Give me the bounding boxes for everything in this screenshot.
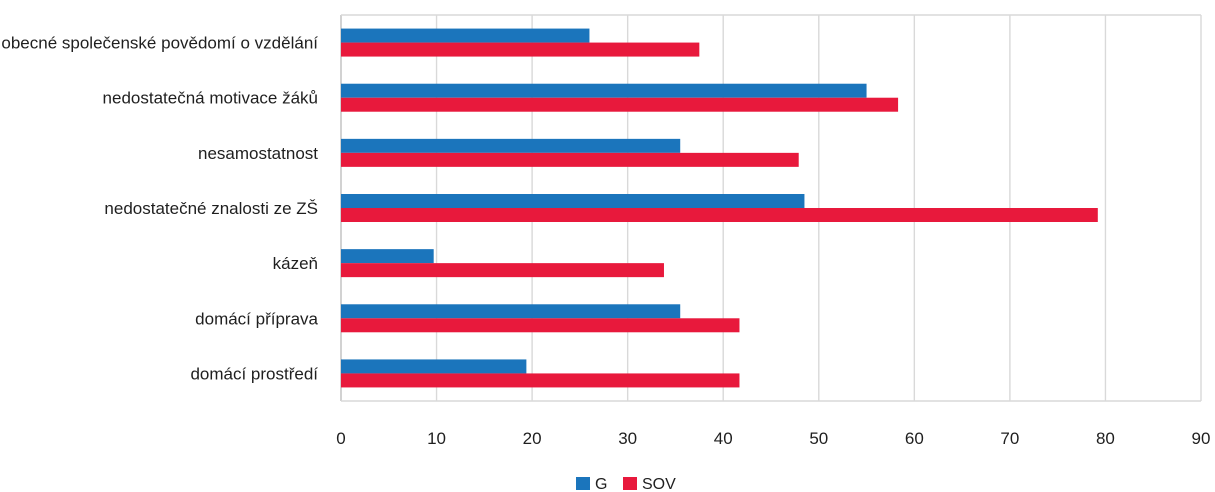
category-label: domácí prostředí	[190, 364, 318, 383]
category-label: obecné společenské povědomí o vzdělání	[1, 34, 318, 53]
bar-g-6	[341, 359, 527, 374]
category-label: domácí příprava	[195, 309, 318, 328]
bar-sov-1	[341, 97, 899, 112]
bar-g-4	[341, 249, 434, 264]
category-labels: obecné společenské povědomí o vzdělání ne…	[1, 34, 318, 384]
x-axis-ticks: 0 10 20 30 40 50 60 70 80 90	[336, 429, 1210, 448]
category-label: nedostatečné znalosti ze ZŠ	[104, 199, 318, 218]
category-label: nesamostatnost	[198, 144, 318, 163]
legend-label-g: G	[595, 476, 607, 492]
legend-label-sov: SOV	[642, 476, 676, 492]
bar-sov-3	[341, 208, 1098, 222]
x-tick-label: 0	[336, 429, 345, 448]
x-tick-label: 10	[427, 429, 446, 448]
bar-g-3	[341, 194, 805, 208]
x-tick-label: 80	[1096, 429, 1115, 448]
bar-sov-0	[341, 42, 700, 57]
legend: G SOV	[576, 476, 676, 492]
category-label: kázeň	[273, 254, 318, 273]
x-tick-label: 20	[523, 429, 542, 448]
bar-sov-4	[341, 263, 664, 278]
bar-g-0	[341, 28, 590, 43]
x-tick-label: 90	[1192, 429, 1211, 448]
bar-sov-6	[341, 373, 740, 388]
bars	[341, 28, 1098, 388]
legend-swatch-sov	[623, 477, 637, 490]
x-tick-label: 50	[809, 429, 828, 448]
bar-g-1	[341, 83, 867, 98]
bar-sov-2	[341, 152, 799, 167]
bar-g-5	[341, 304, 681, 319]
bar-sov-5	[341, 318, 740, 333]
x-tick-label: 30	[618, 429, 637, 448]
bar-g-2	[341, 138, 681, 153]
x-tick-label: 70	[1000, 429, 1019, 448]
category-label: nedostatečná motivace žáků	[103, 89, 318, 108]
x-tick-label: 40	[714, 429, 733, 448]
legend-swatch-g	[576, 477, 590, 490]
x-tick-label: 60	[905, 429, 924, 448]
